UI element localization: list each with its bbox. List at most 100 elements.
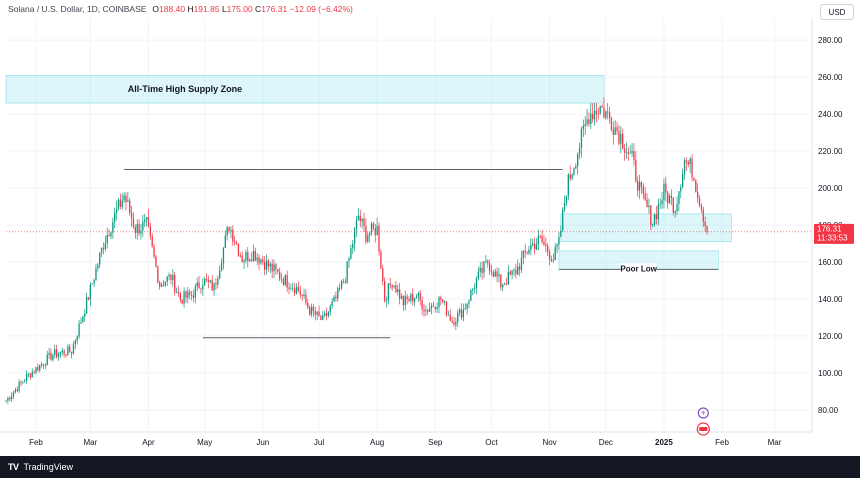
candle-body [548,252,551,260]
ohlc-readout: O188.40 H191.85 L175.00 C176.31 −12.09 (… [152,4,353,14]
candle-body [440,297,442,300]
candle-body [121,200,123,207]
candle-body [635,160,637,181]
candle-body [640,182,643,187]
candle-body [533,243,536,250]
candle-body [417,293,420,297]
candle-body [590,113,592,125]
candle-body [653,214,656,225]
candle-body [490,271,493,273]
candle-body [648,205,650,208]
candle-body [575,166,577,169]
candle-body [267,260,270,267]
candle-body [29,373,32,378]
candle-body [515,269,517,275]
candle-body [78,323,80,337]
candle-body [316,311,318,315]
candle-body [325,313,328,316]
candle-body [22,381,24,383]
candle-body [427,310,429,312]
candle-body [413,298,416,302]
candle-body [442,299,444,302]
event-plus-icon [697,407,709,419]
candle-body [449,314,451,321]
candle-body [63,350,65,355]
last-price-tag [814,223,854,244]
candle-body [380,251,382,269]
candle-body [365,225,367,242]
open-value: 188.40 [159,4,186,14]
change-value: −12.09 (−6.42%) [289,4,353,14]
candle-body [539,235,541,237]
candle-body [400,295,403,299]
candle-body [31,371,33,378]
candle-body [46,354,48,366]
candle-body [473,288,476,290]
candle-body [528,249,530,254]
candle-body [292,288,294,290]
candle-body [241,255,243,263]
candle-body [151,236,153,247]
tradingview-logo-icon[interactable]: TV [8,462,19,472]
candle-body [125,195,127,203]
candle-body [207,280,210,282]
candle-body [477,271,480,279]
time-tick-label: Sep [428,438,443,447]
candle-body [254,250,256,261]
candle-body [567,174,569,196]
candle-body [269,263,271,267]
candle-body [72,344,75,354]
candle-body [657,204,659,220]
candle-body [462,309,465,318]
candle-body [9,397,11,400]
us-flag-stripes [699,427,708,431]
candle-body [361,218,363,222]
candle-body [172,274,174,281]
candle-body [667,192,669,204]
candle-body [166,276,168,282]
candle-body [232,229,234,242]
candle-body [155,256,157,267]
candle-body [196,282,198,287]
time-tick-label: Dec [599,438,613,447]
candle-body [164,281,166,286]
candle-body [144,219,146,222]
candle-body [646,199,648,208]
symbol-title[interactable]: Solana / U.S. Dollar, 1D, COINBASE [8,4,147,14]
candle-body [187,291,189,298]
candle-body [485,260,487,262]
candle-body [372,223,375,228]
countdown-value: 11:33:53 [817,233,848,242]
candle-body [608,112,611,118]
high-value: 191.85 [193,4,220,14]
candle-body [352,243,354,249]
candle-body [160,284,163,287]
candle-body [678,191,680,205]
candle-body [488,263,491,272]
candle-body [547,245,549,253]
price-tick-label: 260.00 [818,73,843,82]
candle-body [286,275,288,288]
currency-button[interactable]: USD [820,4,854,20]
candle-body [42,364,45,366]
candle-body [558,236,560,245]
candle-body [607,111,609,113]
candle-body [170,274,172,281]
candle-body [367,235,369,242]
candle-body [310,306,313,315]
candle-body [526,252,528,254]
price-tick-label: 160.00 [818,258,843,267]
candle-body [616,127,618,132]
candle-body [457,312,459,322]
candle-body [680,187,682,192]
candle-body [661,200,663,204]
candle-body [479,267,481,272]
candle-body [219,270,221,279]
candle-body [114,212,116,222]
price-tick-label: 140.00 [818,295,843,304]
candle-body [320,315,322,321]
candle-body [586,119,588,124]
candle-body [153,246,155,257]
